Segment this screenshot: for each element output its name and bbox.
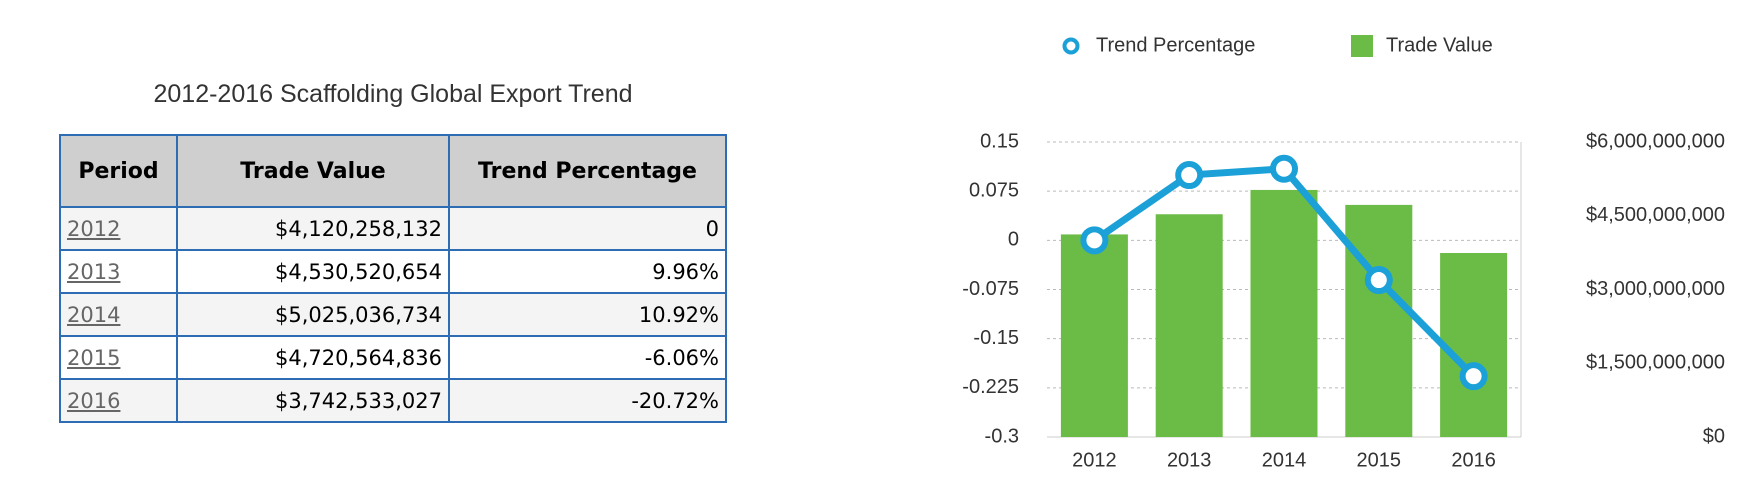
table-cell: -20.72%	[448, 378, 727, 423]
y2-tick-label: $3,000,000,000	[1586, 278, 1725, 300]
table-cell: 2015	[59, 335, 178, 380]
table-cell: 2012	[59, 206, 178, 251]
bar	[1250, 189, 1318, 437]
period-link[interactable]: 2016	[67, 388, 121, 413]
column-header: Trend Percentage	[448, 134, 727, 208]
table-cell: 2016	[59, 378, 178, 423]
y-tick-label: -0.15	[973, 327, 1019, 349]
x-tick-label: 2012	[1072, 449, 1117, 471]
y-tick-label: 0.075	[969, 179, 1019, 201]
y2-tick-label: $4,500,000,000	[1586, 204, 1725, 226]
table-row: 2013 $4,530,520,654 9.96%	[59, 249, 727, 294]
point	[1080, 226, 1109, 255]
legend-label: Trend Percentage	[1096, 34, 1255, 56]
table-cell: 2014	[59, 292, 178, 337]
point	[1175, 161, 1204, 190]
bar	[1060, 234, 1128, 437]
bar	[1345, 204, 1413, 437]
y-tick-label: -0.075	[962, 278, 1019, 300]
bar	[1155, 214, 1223, 437]
y-tick-label: -0.225	[962, 376, 1019, 398]
table-cell: $4,720,564,836	[176, 335, 450, 380]
table-row: 2015 $4,720,564,836 -6.06%	[59, 335, 727, 380]
x-tick-label: 2016	[1451, 449, 1496, 471]
bar	[1440, 252, 1508, 437]
y2-tick-label: $0	[1703, 425, 1725, 447]
period-link[interactable]: 2015	[67, 345, 121, 370]
legend-marker	[1062, 37, 1080, 55]
table-cell: 2013	[59, 249, 178, 294]
table-row: 2016 $3,742,533,027 -20.72%	[59, 378, 727, 423]
table-title: 2012-2016 Scaffolding Global Export Tren…	[153, 80, 633, 108]
y-tick-label: 0.15	[980, 130, 1019, 152]
y-tick-label: 0	[1008, 229, 1019, 251]
x-tick-label: 2014	[1262, 449, 1307, 471]
period-link[interactable]: 2014	[67, 302, 121, 327]
table-cell: 9.96%	[448, 249, 727, 294]
x-tick-label: 2013	[1167, 449, 1212, 471]
x-tick-label: 2015	[1357, 449, 1402, 471]
table-cell: 0	[448, 206, 727, 251]
table-row: 2014 $5,025,036,734 10.92%	[59, 292, 727, 337]
y-tick-label: -0.3	[985, 425, 1019, 447]
period-link[interactable]: 2012	[67, 216, 121, 241]
point	[1270, 154, 1298, 183]
table-cell: $5,025,036,734	[176, 292, 450, 337]
column-header: Trade Value	[176, 134, 450, 208]
period-link[interactable]: 2013	[67, 259, 121, 284]
y2-tick-label: $1,500,000,000	[1586, 352, 1725, 374]
y2-tick-label: $6,000,000,000	[1586, 130, 1725, 152]
table-cell: $4,120,258,132	[176, 206, 450, 251]
table-cell: 10.92%	[448, 292, 727, 337]
legend-marker	[1351, 35, 1373, 57]
column-header: Period	[59, 134, 178, 208]
data-table: Period Trade Value Trend Percentage 2012…	[59, 134, 727, 423]
table-cell: $3,742,533,027	[176, 378, 450, 423]
table-cell: -6.06%	[448, 335, 727, 380]
point	[1364, 266, 1393, 295]
legend-label: Trade Value	[1386, 34, 1493, 56]
table-row: 2012 $4,120,258,132 0	[59, 206, 727, 251]
point	[1459, 362, 1488, 391]
table-cell: $4,530,520,654	[176, 249, 450, 294]
